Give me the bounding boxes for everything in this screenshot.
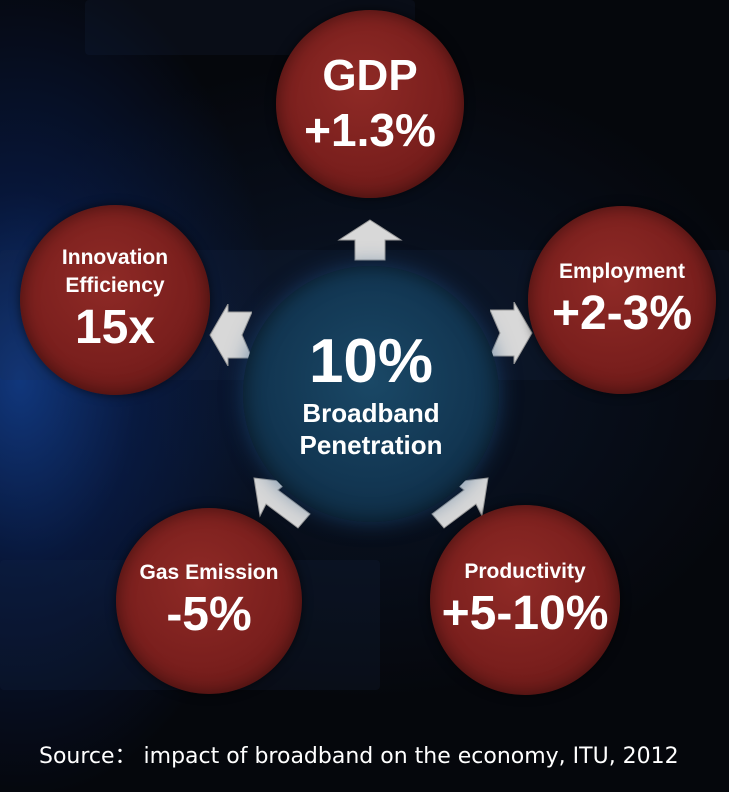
node-employment-value: +2-3% xyxy=(551,287,693,340)
node-gdp-label: GDP xyxy=(322,51,418,100)
node-innovation-label-line1: Innovation xyxy=(61,246,169,269)
arrow-left-icon xyxy=(209,304,252,366)
node-innovation-efficiency: Innovation Efficiency 15x xyxy=(20,205,210,395)
node-gas-emission-value: -5% xyxy=(166,588,252,641)
source-caption: Source： impact of broadband on the econo… xyxy=(39,744,679,769)
center-circle-broadband-penetration: 10% Broadband Penetration xyxy=(243,266,499,522)
node-gdp-value: +1.3% xyxy=(304,104,436,156)
node-productivity: Productivity +5-10% xyxy=(430,505,620,695)
node-innovation-value: 15x xyxy=(74,301,156,354)
center-label-line2: Penetration xyxy=(299,430,443,460)
arrow-right-icon xyxy=(490,302,533,364)
node-employment: Employment +2-3% xyxy=(528,206,716,394)
arrow-up-icon xyxy=(337,219,403,261)
node-gas-emission-label: Gas Emission xyxy=(139,561,279,584)
node-gas-emission: Gas Emission -5% xyxy=(116,508,302,694)
center-label-line1: Broadband xyxy=(302,398,440,428)
node-productivity-value: +5-10% xyxy=(441,587,609,640)
node-innovation-label-line2: Efficiency xyxy=(65,274,165,297)
center-value: 10% xyxy=(308,327,434,396)
node-employment-label: Employment xyxy=(558,260,686,283)
node-productivity-label: Productivity xyxy=(464,560,586,583)
node-gdp: GDP +1.3% xyxy=(276,10,464,198)
